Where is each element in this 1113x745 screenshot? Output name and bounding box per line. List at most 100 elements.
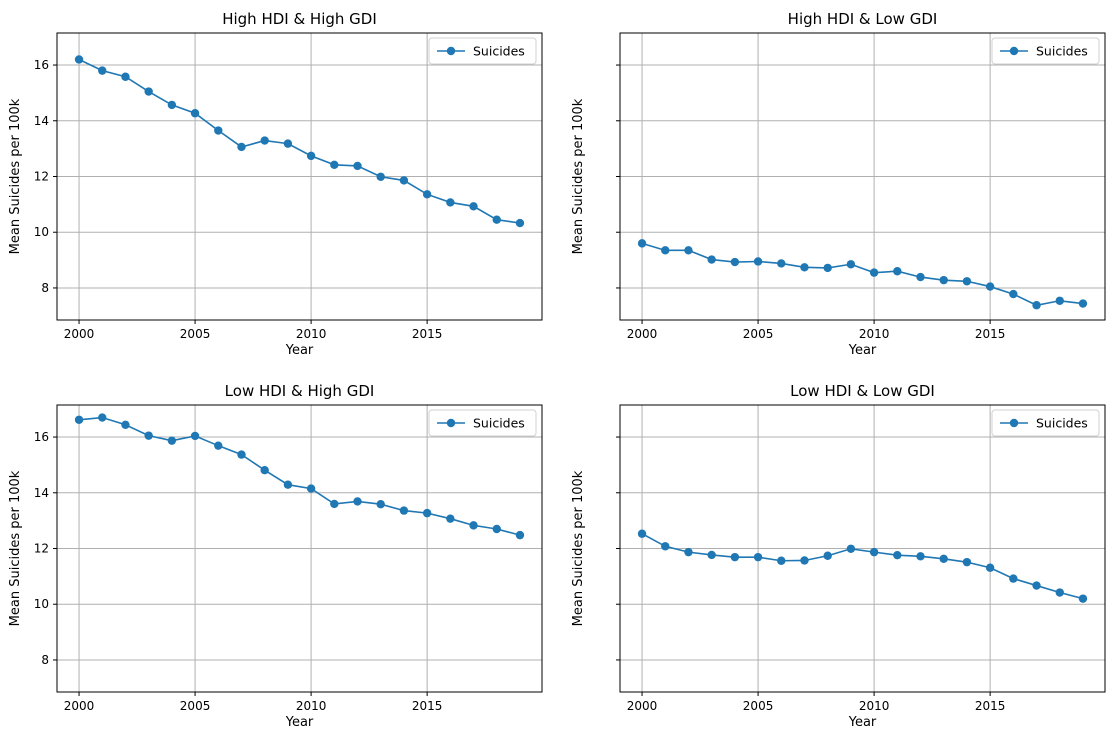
data-point (98, 413, 107, 422)
data-point (985, 563, 995, 572)
y-tick-label: 14 (34, 486, 49, 500)
x-tick-label: 2005 (743, 699, 774, 713)
data-point (869, 547, 879, 557)
legend-label: Suicides (1036, 44, 1088, 59)
data-point (214, 441, 223, 450)
y-tick-label: 14 (34, 114, 49, 128)
data-point (1078, 299, 1088, 308)
chart-panel: 2000 2005 2010 2015 8 10 12 14 16 High HDI & High… (8, 10, 543, 358)
x-tick-label: 2000 (627, 699, 658, 713)
y-tick-label: 12 (34, 170, 49, 184)
data-point (422, 190, 432, 199)
data-point (399, 506, 409, 515)
chart-panels: 2000 2005 2010 2015 8 10 12 14 16 High HDI & High… (8, 10, 1106, 730)
data-point (916, 272, 925, 282)
axes-frame (619, 32, 1106, 321)
data-point (939, 554, 948, 564)
legend-marker (446, 418, 456, 428)
data-point (1055, 296, 1064, 305)
data-point (330, 160, 339, 169)
legend-marker (1009, 418, 1019, 428)
legend-marker (446, 46, 456, 56)
y-axis-label: Mean Suicides per 100k (8, 98, 23, 254)
y-tick-label: 16 (34, 430, 49, 444)
chart-title: Low HDI & High GDI (225, 382, 375, 400)
legend-box (428, 37, 537, 65)
data-point (167, 100, 177, 110)
data-point (492, 524, 501, 534)
data-point (730, 552, 740, 562)
x-tick-label: 2010 (296, 327, 327, 341)
chart-title: High HDI & Low GDI (788, 10, 938, 28)
data-point (846, 260, 856, 269)
axes-frame (619, 404, 1106, 693)
data-point (144, 87, 153, 96)
x-tick-label: 2005 (743, 327, 774, 341)
x-tick-label: 2000 (64, 699, 95, 713)
data-point (893, 267, 902, 276)
legend: Suicides (428, 409, 537, 437)
x-tick-label: 2000 (627, 327, 658, 341)
data-point (469, 521, 478, 530)
data-point (753, 552, 763, 562)
y-axis-label: Mean Suicides per 100k (571, 470, 586, 626)
data-point (492, 215, 501, 224)
legend-label: Suicides (473, 416, 525, 431)
y-tick-label: 16 (34, 58, 49, 72)
y-tick-label: 8 (41, 281, 49, 295)
data-point (260, 466, 269, 475)
legend-label: Suicides (1036, 416, 1088, 431)
series-line (641, 533, 1084, 600)
x-axis-label: Year (848, 715, 877, 730)
series-line (78, 58, 521, 224)
data-point (1032, 301, 1041, 310)
x-tick-label: 2015 (412, 699, 443, 713)
chart-panel: 2000 2005 2010 2015 8 10 12 14 16 Low HDI & High … (8, 382, 543, 730)
data-point (353, 161, 362, 171)
data-point (306, 484, 316, 493)
data-point (1009, 574, 1018, 583)
data-point (800, 556, 809, 565)
data-point (353, 497, 362, 506)
legend: Suicides (991, 37, 1100, 65)
x-tick-label: 2000 (64, 327, 95, 341)
legend-label: Suicides (473, 44, 525, 59)
data-point (869, 268, 879, 277)
data-point (306, 151, 316, 161)
data-point (916, 552, 925, 561)
chart-title: High HDI & High GDI (222, 10, 377, 28)
y-axis-label: Mean Suicides per 100k (8, 470, 23, 626)
x-tick-label: 2005 (180, 327, 211, 341)
x-axis-label: Year (848, 343, 877, 358)
y-tick-label: 12 (34, 542, 49, 556)
data-point (962, 277, 972, 286)
data-point (237, 450, 246, 459)
data-point (684, 547, 693, 557)
x-tick-label: 2010 (296, 699, 327, 713)
data-point (661, 246, 670, 255)
data-point (962, 557, 972, 567)
data-point (823, 263, 832, 273)
data-point (637, 529, 647, 538)
legend-box (428, 409, 537, 437)
data-point (800, 263, 809, 272)
chart-panel: 2000 2005 2010 2015 Low HDI & Low GDI Year Mea… (571, 382, 1106, 730)
data-point (283, 139, 293, 148)
data-point (98, 66, 107, 75)
data-point (939, 275, 948, 285)
data-point (399, 176, 409, 185)
chart-title: Low HDI & Low GDI (790, 382, 935, 400)
data-point (985, 282, 995, 291)
data-point (144, 431, 153, 440)
data-point (283, 480, 293, 489)
data-point (121, 72, 130, 81)
data-point (376, 172, 385, 181)
data-point (190, 109, 200, 118)
data-point (1009, 289, 1018, 299)
x-tick-label: 2015 (412, 327, 443, 341)
data-point (777, 556, 786, 565)
data-point (422, 508, 432, 518)
x-tick-label: 2015 (975, 699, 1006, 713)
data-point (1055, 588, 1064, 597)
